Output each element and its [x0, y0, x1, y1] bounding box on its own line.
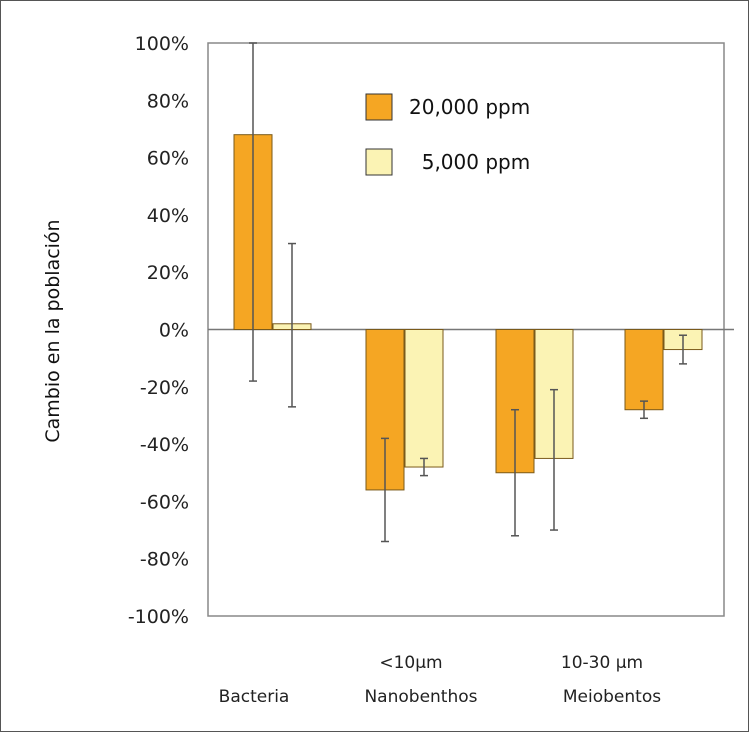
- bar: [404, 329, 444, 468]
- y-tick-label: -80%: [140, 549, 189, 571]
- y-tick-label: -100%: [128, 606, 189, 628]
- error-bars: [249, 42, 687, 543]
- category-label: <10µm: [379, 653, 442, 673]
- x-axis-labels: Bacteria <10µm Nanobenthos 10-30 µm Meiobent…: [219, 653, 662, 707]
- category-label: Nanobenthos: [364, 687, 477, 707]
- y-tick-label: 0%: [159, 320, 189, 342]
- legend: 20,000 ppm 5,000 ppm: [365, 93, 530, 176]
- legend-label: 5,000 ppm: [409, 150, 530, 174]
- y-tick-label: 40%: [147, 205, 189, 227]
- y-tick-label: -40%: [140, 434, 189, 456]
- legend-label: 20,000 ppm: [409, 95, 530, 119]
- y-tick-label: 100%: [135, 33, 189, 55]
- y-axis-label: Cambio en la población: [42, 219, 64, 442]
- y-tick-label: -60%: [140, 491, 189, 513]
- y-tick-label: 60%: [147, 148, 189, 170]
- y-tick-label: 80%: [147, 90, 189, 112]
- category-label: Meiobentos: [563, 687, 661, 707]
- legend-swatch: [365, 93, 393, 121]
- y-axis: 100% 80% 60% 40% 20% 0% -20% -40% -60% -80% -100%: [128, 33, 189, 628]
- legend-swatch: [365, 148, 393, 176]
- y-tick-label: 20%: [147, 262, 189, 284]
- bar: [624, 329, 664, 411]
- category-label: Bacteria: [219, 687, 290, 707]
- category-label: 10-30 µm: [561, 653, 643, 673]
- y-tick-label: -20%: [140, 377, 189, 399]
